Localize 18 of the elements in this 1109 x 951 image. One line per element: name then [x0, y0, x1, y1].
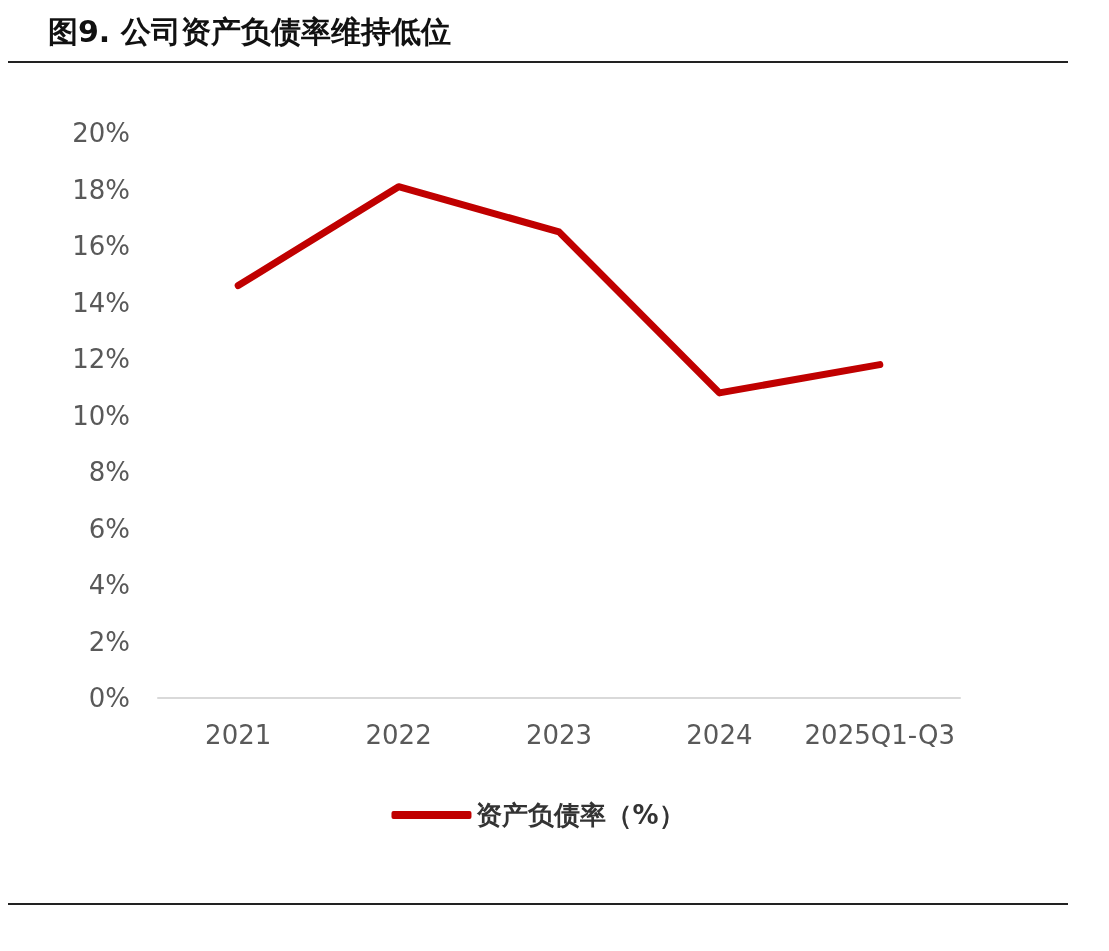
- y-tick-label: 12%: [72, 344, 130, 374]
- y-tick-label: 18%: [72, 174, 130, 205]
- x-tick-label: 2024: [686, 720, 753, 750]
- y-tick-label: 14%: [72, 287, 130, 318]
- y-tick-label: 4%: [88, 570, 130, 600]
- legend-label: 资产负债率（%）: [476, 800, 685, 830]
- chart-title: 图9. 公司资产负债率维持低位: [8, 8, 1068, 63]
- y-tick-label: 6%: [88, 513, 130, 544]
- x-tick-label: 2023: [525, 720, 593, 750]
- y-tick-label: 2%: [88, 626, 130, 657]
- y-tick-label: 16%: [72, 231, 130, 261]
- x-tick-label: 2025Q1-Q3: [804, 720, 956, 750]
- y-tick-label: 8%: [88, 457, 130, 487]
- x-tick-label: 2022: [365, 720, 432, 750]
- y-tick-label: 20%: [72, 118, 130, 148]
- y-tick-label: 10%: [72, 400, 130, 431]
- x-tick-label: 2021: [205, 720, 272, 750]
- y-tick-label: 0%: [88, 683, 130, 713]
